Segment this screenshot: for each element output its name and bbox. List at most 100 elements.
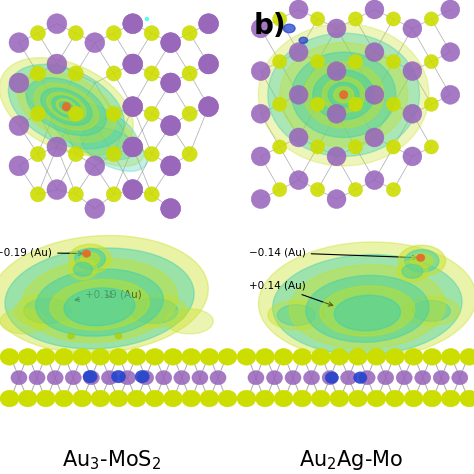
Circle shape bbox=[9, 33, 29, 53]
Circle shape bbox=[30, 146, 46, 162]
Circle shape bbox=[396, 371, 412, 385]
Circle shape bbox=[237, 348, 256, 365]
Circle shape bbox=[0, 348, 19, 365]
Circle shape bbox=[354, 372, 367, 383]
Circle shape bbox=[83, 370, 97, 383]
Circle shape bbox=[403, 147, 422, 166]
Circle shape bbox=[9, 156, 29, 176]
Circle shape bbox=[192, 371, 208, 385]
Circle shape bbox=[218, 390, 237, 407]
Circle shape bbox=[123, 54, 143, 74]
Circle shape bbox=[386, 182, 401, 197]
Circle shape bbox=[251, 104, 270, 123]
Circle shape bbox=[325, 372, 338, 383]
Circle shape bbox=[273, 97, 287, 111]
Circle shape bbox=[403, 104, 422, 123]
Circle shape bbox=[255, 348, 274, 365]
Circle shape bbox=[311, 348, 330, 365]
Circle shape bbox=[101, 371, 118, 385]
Circle shape bbox=[285, 371, 301, 385]
Circle shape bbox=[29, 371, 45, 385]
Ellipse shape bbox=[81, 253, 100, 265]
Circle shape bbox=[441, 0, 460, 19]
Circle shape bbox=[251, 19, 270, 38]
Ellipse shape bbox=[411, 254, 433, 268]
Circle shape bbox=[47, 14, 67, 34]
Ellipse shape bbox=[18, 71, 115, 142]
Circle shape bbox=[348, 140, 363, 154]
Circle shape bbox=[47, 54, 67, 74]
Circle shape bbox=[123, 14, 143, 34]
Ellipse shape bbox=[403, 296, 460, 326]
Circle shape bbox=[416, 254, 425, 262]
Circle shape bbox=[310, 12, 325, 26]
Circle shape bbox=[146, 348, 164, 365]
Circle shape bbox=[441, 43, 460, 62]
Circle shape bbox=[348, 55, 363, 69]
Circle shape bbox=[423, 390, 442, 407]
Circle shape bbox=[310, 97, 325, 111]
Circle shape bbox=[30, 26, 46, 41]
Ellipse shape bbox=[273, 255, 462, 355]
Circle shape bbox=[106, 26, 121, 41]
Circle shape bbox=[145, 17, 149, 21]
Circle shape bbox=[123, 180, 143, 200]
Circle shape bbox=[161, 33, 181, 53]
Circle shape bbox=[182, 390, 201, 407]
Circle shape bbox=[123, 137, 143, 157]
Circle shape bbox=[0, 390, 19, 407]
Circle shape bbox=[123, 137, 143, 157]
Circle shape bbox=[65, 371, 82, 385]
Circle shape bbox=[144, 106, 159, 121]
Circle shape bbox=[200, 390, 219, 407]
Circle shape bbox=[404, 348, 423, 365]
Circle shape bbox=[385, 390, 404, 407]
Circle shape bbox=[109, 348, 128, 365]
Circle shape bbox=[359, 371, 375, 385]
Circle shape bbox=[289, 43, 308, 62]
Circle shape bbox=[161, 199, 181, 219]
Circle shape bbox=[144, 146, 159, 162]
Circle shape bbox=[310, 140, 325, 154]
Text: Au$_2$Ag-Mo: Au$_2$Ag-Mo bbox=[299, 447, 403, 472]
Circle shape bbox=[199, 14, 219, 34]
Ellipse shape bbox=[69, 244, 111, 273]
Circle shape bbox=[199, 14, 219, 34]
Circle shape bbox=[210, 371, 226, 385]
Ellipse shape bbox=[320, 286, 415, 336]
Circle shape bbox=[274, 390, 293, 407]
Circle shape bbox=[330, 348, 349, 365]
Circle shape bbox=[292, 390, 312, 407]
Circle shape bbox=[424, 140, 438, 154]
Circle shape bbox=[82, 250, 91, 257]
Circle shape bbox=[273, 55, 287, 69]
Circle shape bbox=[386, 55, 401, 69]
Circle shape bbox=[273, 140, 287, 154]
Ellipse shape bbox=[258, 24, 429, 166]
Ellipse shape bbox=[292, 52, 396, 137]
Circle shape bbox=[106, 187, 121, 202]
Circle shape bbox=[9, 73, 29, 93]
Circle shape bbox=[11, 371, 27, 385]
Ellipse shape bbox=[52, 96, 81, 118]
Circle shape bbox=[415, 371, 431, 385]
Circle shape bbox=[123, 14, 143, 34]
Circle shape bbox=[123, 97, 143, 117]
Circle shape bbox=[200, 348, 219, 365]
Circle shape bbox=[85, 156, 105, 176]
Ellipse shape bbox=[0, 236, 208, 353]
Circle shape bbox=[303, 371, 319, 385]
Circle shape bbox=[365, 0, 384, 19]
Circle shape bbox=[164, 390, 182, 407]
Ellipse shape bbox=[402, 264, 423, 278]
Circle shape bbox=[310, 182, 325, 197]
Circle shape bbox=[330, 390, 349, 407]
Ellipse shape bbox=[14, 294, 81, 328]
Ellipse shape bbox=[0, 58, 133, 155]
Circle shape bbox=[161, 156, 181, 176]
Circle shape bbox=[365, 128, 384, 147]
Circle shape bbox=[55, 348, 73, 365]
Circle shape bbox=[18, 390, 37, 407]
Circle shape bbox=[68, 66, 83, 81]
Circle shape bbox=[273, 12, 287, 26]
